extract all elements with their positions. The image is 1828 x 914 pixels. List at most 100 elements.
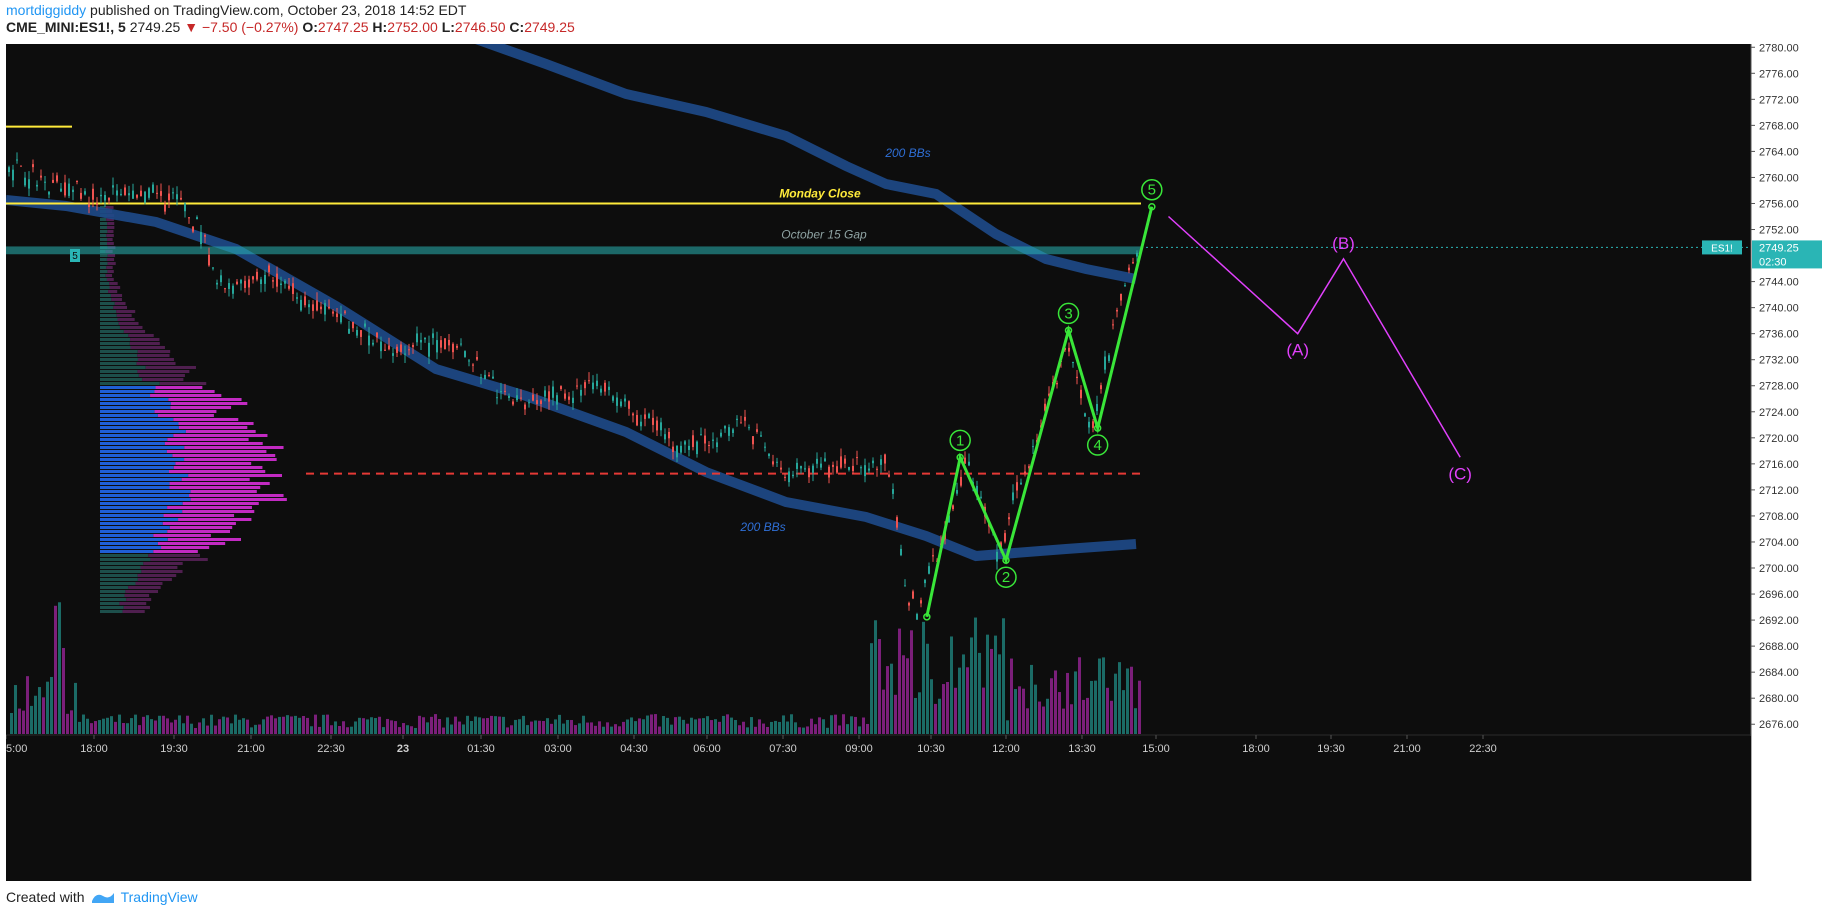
volume-bar [570, 720, 573, 734]
candle-body [752, 436, 754, 445]
volume-bar [354, 721, 357, 734]
candle-body [428, 342, 430, 357]
countdown-tag: 02:30 [1759, 256, 1787, 268]
volume-bar [1086, 697, 1089, 734]
candle-body [1020, 482, 1022, 485]
price-axis[interactable]: 2780.00 2776.00 2772.00 2768.00 2764.00 2760.… [1702, 44, 1822, 881]
volume-bar [294, 715, 297, 734]
volume-profile-up [100, 538, 168, 541]
candle-body [136, 194, 138, 198]
volume-profile-down [169, 486, 261, 489]
volume-bar [850, 716, 853, 734]
volume-profile-up [100, 454, 173, 457]
candle-body [996, 551, 998, 562]
volume-profile-down [190, 490, 257, 493]
candle-body [504, 390, 506, 392]
volume-profile-down [173, 466, 263, 469]
volume-profile-up [100, 306, 114, 309]
candle-body [220, 275, 222, 283]
candle-body [808, 468, 810, 478]
volume-profile-down [106, 258, 115, 261]
volume-profile-down [154, 410, 217, 413]
candle-body [104, 195, 106, 201]
volume-profile-down [182, 502, 259, 505]
volume-profile-up [100, 390, 155, 393]
candle-body [696, 441, 698, 455]
volume-profile-up [100, 470, 169, 473]
volume-bar [362, 718, 365, 734]
volume-profile-down [167, 438, 249, 441]
candle-body [196, 217, 198, 220]
volume-profile-up [100, 294, 111, 297]
chart-area[interactable]: 200 BBs 200 BBs October 15 Gap Monday Clos… [6, 44, 1822, 881]
candle-body [416, 333, 418, 343]
volume-bar [770, 721, 773, 734]
volume-profile-up [100, 590, 126, 593]
price-tick-label: 2744.00 [1759, 277, 1799, 289]
wave-vertex [1064, 326, 1073, 335]
candle-body [572, 397, 574, 403]
time-axis[interactable]: 5:00 18:00 19:30 21:00 22:30 23 01:30 03:00 04:3… [6, 734, 1751, 881]
candle-body [140, 190, 142, 197]
candle-body [484, 374, 486, 380]
candle-body [528, 402, 530, 404]
time-tick-label: 19:30 [160, 743, 188, 755]
candle-body [748, 427, 750, 429]
candle-body [376, 332, 378, 338]
volume-bar [302, 715, 305, 734]
volume-bar [574, 725, 577, 734]
price-tick-label: 2700.00 [1759, 563, 1799, 575]
volume-bar [930, 679, 933, 734]
volume-profile-up [100, 566, 141, 569]
volume-bar [698, 718, 701, 734]
candle-body [644, 414, 646, 419]
volume-bar [838, 725, 841, 734]
volume-bar [666, 717, 669, 734]
volume-bar [82, 714, 85, 734]
candle-body [1008, 517, 1010, 520]
volume-bar [246, 719, 249, 734]
candle-body [284, 280, 286, 284]
candle-body [152, 184, 154, 193]
candle-body [464, 351, 466, 357]
candle-body [604, 382, 606, 392]
volume-profile-down [109, 282, 118, 285]
candle-body [452, 343, 454, 353]
volume-bar [718, 721, 721, 734]
time-tick-label: 21:00 [1393, 743, 1421, 755]
symbol-label[interactable]: CME_MINI:ES1!, 5 [6, 19, 126, 35]
candle-body [652, 417, 654, 425]
author-link[interactable]: mortdiggiddy [6, 2, 87, 18]
volume-bar [474, 716, 477, 734]
tradingview-link[interactable]: TradingView [91, 886, 198, 908]
volume-bar [114, 721, 117, 734]
volume-bar [722, 715, 725, 734]
candle-body [636, 415, 638, 426]
volume-profile-down [159, 382, 207, 385]
volume-bar [798, 727, 801, 734]
volume-bar [1022, 688, 1025, 734]
volume-bar [150, 719, 153, 734]
volume-profile-down [167, 506, 252, 509]
volume-bar [562, 723, 565, 734]
volume-profile-down [107, 270, 114, 273]
candle-body [1132, 262, 1134, 264]
volume-profile-down [137, 354, 170, 357]
volume-bar [430, 716, 433, 734]
price-chart[interactable]: 200 BBs 200 BBs October 15 Gap Monday Clos… [6, 44, 1822, 881]
volume-bar [238, 719, 241, 734]
candle-body [1112, 324, 1114, 326]
candles [8, 152, 1138, 620]
volume-profile-down [157, 542, 226, 545]
volume-bar [470, 721, 473, 734]
volume-profile-down [153, 534, 211, 537]
volume-profile-up [100, 234, 107, 237]
volume-bar [34, 695, 37, 734]
volume-bar [174, 719, 177, 734]
wave-vertex [1148, 202, 1156, 211]
candle-body [900, 548, 902, 556]
candle-body [456, 345, 458, 348]
candle-body [332, 311, 334, 314]
time-tick-label: 15:00 [1142, 743, 1170, 755]
time-tick-label: 12:00 [992, 743, 1020, 755]
